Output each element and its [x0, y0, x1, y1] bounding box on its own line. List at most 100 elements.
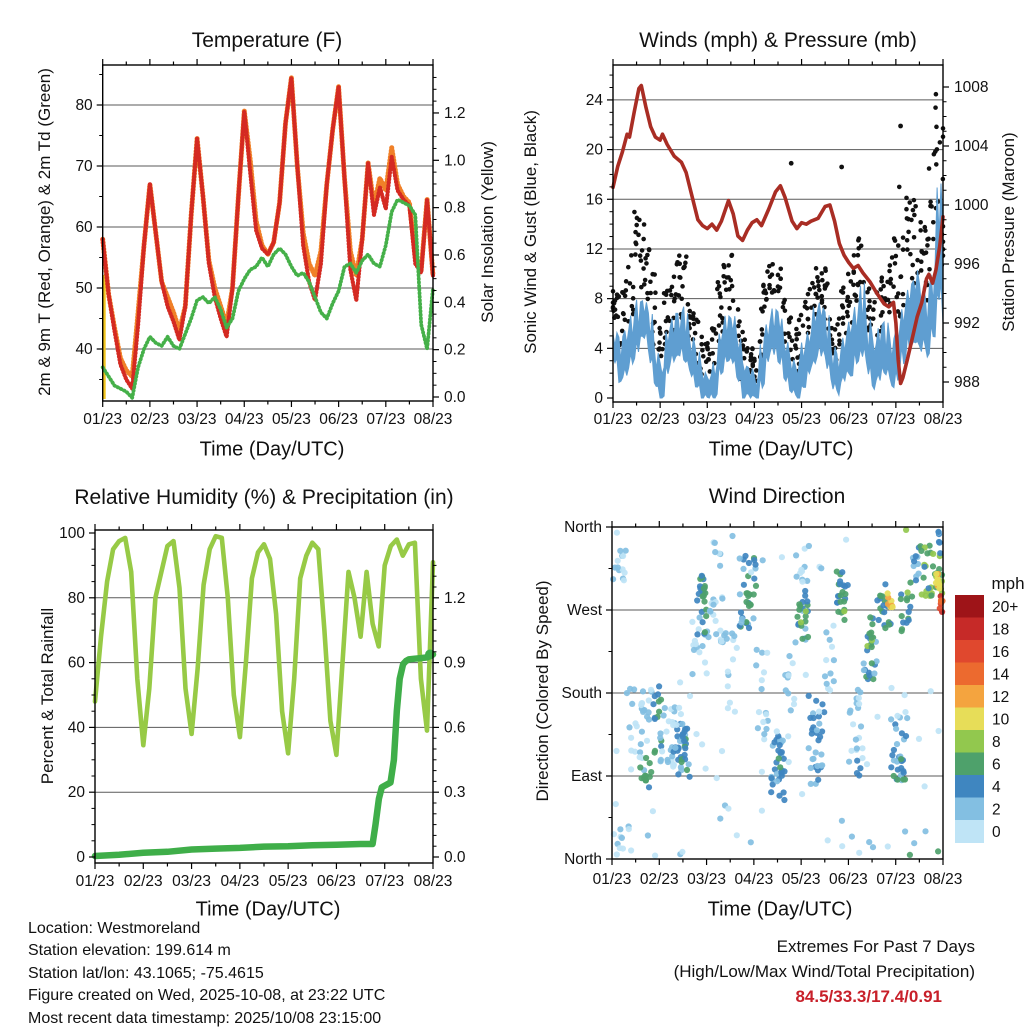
- svg-text:40: 40: [68, 719, 86, 736]
- svg-text:06/23: 06/23: [829, 871, 868, 888]
- svg-text:1008: 1008: [954, 79, 988, 96]
- svg-text:01/23: 01/23: [76, 873, 115, 890]
- winds-yaxis-right-label: Station Pressure (Maroon): [999, 132, 1018, 332]
- station-elevation: Station elevation: 199.614 m: [28, 942, 231, 960]
- svg-text:North: North: [564, 851, 602, 868]
- svg-text:07/23: 07/23: [876, 871, 915, 888]
- svg-text:02/23: 02/23: [641, 411, 680, 428]
- svg-text:80: 80: [68, 590, 86, 607]
- svg-text:1004: 1004: [954, 138, 989, 155]
- svg-text:0.6: 0.6: [444, 719, 466, 736]
- svg-text:North: North: [564, 519, 602, 536]
- most-recent-timestamp: Most recent data timestamp: 2025/10/08 2…: [28, 1009, 382, 1027]
- svg-text:8: 8: [594, 291, 603, 308]
- svg-text:18: 18: [992, 621, 1009, 638]
- svg-text:07/23: 07/23: [366, 411, 405, 428]
- extremes-title: Extremes For Past 7 Days: [776, 937, 975, 956]
- svg-text:06/23: 06/23: [829, 411, 868, 428]
- svg-text:04/23: 04/23: [225, 411, 264, 428]
- svg-text:60: 60: [75, 219, 93, 236]
- svg-text:2: 2: [992, 801, 1001, 818]
- svg-text:1.2: 1.2: [444, 590, 466, 607]
- extremes-summary: Extremes For Past 7 Days (High/Low/Max W…: [500, 934, 975, 1009]
- svg-text:South: South: [561, 685, 602, 702]
- winds-yaxis-left-label: Sonic Wind & Gust (Blue, Black): [521, 110, 540, 354]
- humidity-precip-panel: 01/23 02/23 03/23 04/23 05/23 06/23 07/23 08/23…: [59, 524, 466, 890]
- svg-text:02/23: 02/23: [130, 411, 169, 428]
- wind-direction-yaxis-left-label: Direction (Colored By Speed): [533, 580, 552, 802]
- wind-direction-scatter: [610, 526, 946, 859]
- svg-text:12: 12: [586, 241, 603, 258]
- svg-text:08/23: 08/23: [414, 873, 453, 890]
- svg-text:06/23: 06/23: [317, 873, 356, 890]
- svg-text:02/23: 02/23: [640, 871, 679, 888]
- colorbar-title: mph: [991, 574, 1024, 593]
- svg-text:0.6: 0.6: [444, 247, 466, 264]
- temperature-yaxis-right-label: Solar Insolation (Yellow): [478, 141, 497, 323]
- humidity-xaxis-label: Time (Day/UTC): [195, 898, 341, 921]
- svg-text:01/23: 01/23: [594, 411, 633, 428]
- svg-text:80: 80: [75, 97, 93, 114]
- svg-text:04/23: 04/23: [735, 411, 774, 428]
- svg-text:01/23: 01/23: [593, 871, 632, 888]
- svg-text:0: 0: [76, 849, 85, 866]
- humidity-yaxis-left-label: Percent & Total Rainfall: [38, 607, 57, 785]
- svg-text:12: 12: [992, 689, 1009, 706]
- svg-text:6: 6: [992, 756, 1001, 773]
- svg-text:06/23: 06/23: [319, 411, 358, 428]
- svg-text:0: 0: [992, 824, 1001, 841]
- svg-text:1000: 1000: [954, 197, 989, 214]
- svg-text:0.4: 0.4: [444, 294, 466, 311]
- temperature-title: Temperature (F): [191, 29, 343, 52]
- figure-created: Figure created on Wed, 2025-10-08, at 23…: [28, 987, 386, 1005]
- svg-text:04/23: 04/23: [734, 871, 773, 888]
- svg-text:03/23: 03/23: [687, 871, 726, 888]
- svg-text:0.9: 0.9: [444, 655, 466, 672]
- svg-text:02/23: 02/23: [124, 873, 163, 890]
- temperature-yaxis-left-label: 2m & 9m T (Red, Orange) & 2m Td (Green): [35, 68, 54, 396]
- svg-text:8: 8: [992, 734, 1001, 751]
- svg-text:08/23: 08/23: [414, 411, 453, 428]
- svg-text:14: 14: [992, 666, 1010, 683]
- svg-text:01/23: 01/23: [83, 411, 122, 428]
- svg-text:4: 4: [594, 340, 603, 357]
- station-latlon: Station lat/lon: 43.1065; -75.4615: [28, 964, 264, 982]
- svg-text:0.0: 0.0: [444, 389, 466, 406]
- extremes-subtitle: (High/Low/Max Wind/Total Precipitation): [673, 962, 975, 981]
- humidity-title: Relative Humidity (%) & Precipitation (i…: [74, 486, 454, 509]
- wind-direction-panel: 01/23 02/23 03/23 04/23 05/23 06/23 07/23 08/23…: [561, 519, 962, 888]
- winds-title: Winds (mph) & Pressure (mb): [639, 29, 917, 52]
- svg-text:60: 60: [68, 655, 86, 672]
- svg-text:0.0: 0.0: [444, 849, 466, 866]
- svg-text:20+: 20+: [992, 599, 1018, 616]
- svg-text:20: 20: [68, 784, 86, 801]
- svg-text:50: 50: [75, 280, 93, 297]
- svg-text:996: 996: [954, 256, 980, 273]
- winds-xaxis-label: Time (Day/UTC): [708, 438, 854, 461]
- svg-text:07/23: 07/23: [365, 873, 404, 890]
- winds-pressure-panel: 01/23 02/23 03/23 04/23 05/23 06/23 07/23 08/23…: [586, 59, 989, 428]
- station-metadata: Location: Westmoreland Station elevation…: [28, 918, 385, 1030]
- svg-text:20: 20: [586, 142, 604, 159]
- temperature-xaxis-label: Time (Day/UTC): [199, 438, 345, 461]
- svg-text:70: 70: [75, 158, 93, 175]
- svg-text:East: East: [571, 768, 603, 785]
- svg-text:05/23: 05/23: [782, 411, 821, 428]
- svg-text:08/23: 08/23: [924, 871, 963, 888]
- svg-text:992: 992: [954, 315, 980, 332]
- svg-text:03/23: 03/23: [178, 411, 217, 428]
- wind-direction-title: Wind Direction: [708, 485, 846, 508]
- svg-text:07/23: 07/23: [876, 411, 915, 428]
- svg-text:10: 10: [992, 711, 1010, 728]
- wind-direction-xaxis-label: Time (Day/UTC): [707, 898, 853, 921]
- station-location: Location: Westmoreland: [28, 920, 201, 937]
- svg-text:0: 0: [594, 390, 603, 407]
- svg-text:988: 988: [954, 374, 980, 391]
- svg-text:04/23: 04/23: [220, 873, 259, 890]
- svg-text:1.0: 1.0: [444, 152, 466, 169]
- svg-text:03/23: 03/23: [172, 873, 211, 890]
- svg-text:0.8: 0.8: [444, 200, 466, 217]
- svg-text:4: 4: [992, 779, 1001, 796]
